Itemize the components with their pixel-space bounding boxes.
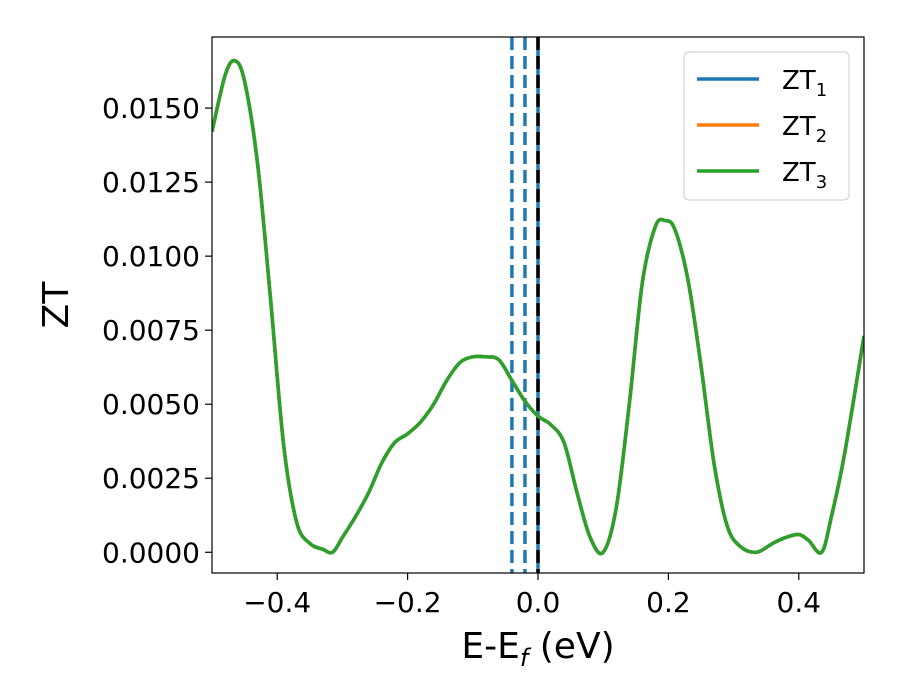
y-tick-label: 0.0000 <box>102 536 200 569</box>
legend: ZT1 ZT2 ZT3 <box>683 51 850 201</box>
legend-label-zt1: ZT1 <box>782 66 827 101</box>
y-tick-label: 0.0125 <box>102 166 200 199</box>
legend-label-zt2: ZT2 <box>782 112 827 147</box>
y-axis-title: ZT <box>36 281 77 329</box>
x-tick-label: −0.4 <box>243 586 311 619</box>
y-tick-label: 0.0100 <box>102 240 200 273</box>
legend-label-zt3: ZT3 <box>782 158 827 193</box>
series-line-zt3 <box>212 58 864 556</box>
y-tick-label: 0.0150 <box>102 92 200 125</box>
reference-lines <box>510 37 540 573</box>
x-axis-ticks: −0.4 −0.2 0.0 0.2 0.4 <box>243 573 821 619</box>
y-tick-label: 0.0050 <box>102 388 200 421</box>
legend-box <box>683 51 850 201</box>
x-tick-label: 0.2 <box>646 586 691 619</box>
x-tick-label: −0.2 <box>374 586 442 619</box>
y-axis-ticks: 0.0000 0.0025 0.0050 0.0075 0.0100 0.0125 0.01… <box>102 92 212 569</box>
y-tick-label: 0.0025 <box>102 462 200 495</box>
series-lines <box>212 58 864 556</box>
y-tick-label: 0.0075 <box>102 314 200 347</box>
x-axis-title: E-Ef (eV) <box>461 626 614 672</box>
x-tick-label: 0.4 <box>777 586 822 619</box>
x-tick-label: 0.0 <box>516 586 561 619</box>
